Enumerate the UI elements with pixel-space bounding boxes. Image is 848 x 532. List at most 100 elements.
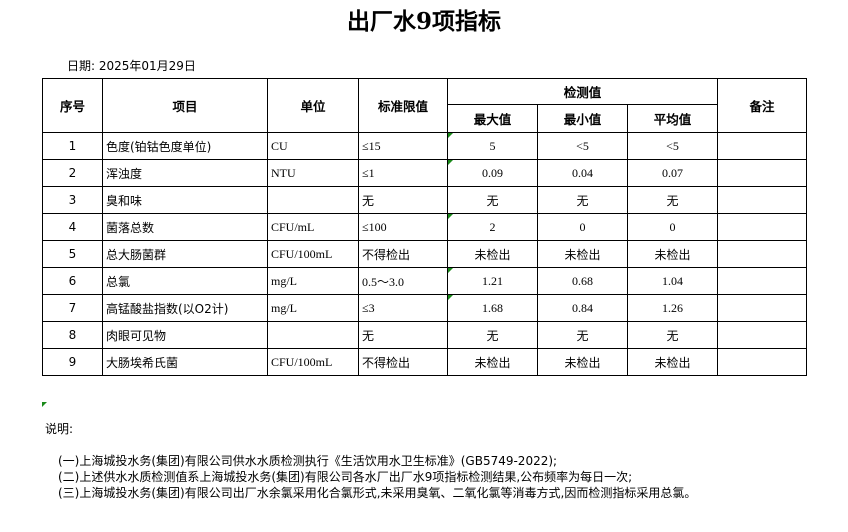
cell-remark — [717, 186, 807, 214]
table-row: 5 总大肠菌群 CFU/100mL 不得检出 未检出 未检出 未检出 — [42, 240, 807, 268]
cell-remark — [717, 240, 807, 268]
cell-min: 0.04 — [537, 159, 628, 187]
cell-item: 总氯 — [102, 267, 268, 295]
cell-unit: CFU/100mL — [267, 348, 359, 376]
cell-max: 1.68 — [447, 294, 538, 322]
cell-remark — [717, 294, 807, 322]
cell-unit: CFU/mL — [267, 213, 359, 241]
cell-avg: 1.04 — [627, 267, 718, 295]
cell-unit: CU — [267, 132, 359, 160]
table-row: 9 大肠埃希氏菌 CFU/100mL 不得检出 未检出 未检出 未检出 — [42, 348, 807, 376]
comment-marker-icon — [448, 133, 453, 138]
comment-marker-icon — [448, 214, 453, 219]
cell-limit: 0.5～3.0 — [358, 267, 448, 295]
cell-no: 5 — [42, 240, 103, 268]
cell-unit: mg/L — [267, 267, 359, 295]
header-unit: 单位 — [267, 78, 359, 133]
table-row: 7 高锰酸盐指数(以O2计) mg/L ≤3 1.68 0.84 1.26 — [42, 294, 807, 322]
cell-item: 菌落总数 — [102, 213, 268, 241]
notes-label: 说明: — [45, 422, 74, 436]
header-item: 项目 — [102, 78, 268, 133]
note-2: (二)上述供水水质检测值系上海城投水务(集团)有限公司各水厂出厂水9项指标检测结… — [58, 470, 633, 484]
cell-item: 色度(铂钴色度单位) — [102, 132, 268, 160]
header-min: 最小值 — [537, 104, 628, 133]
cell-unit: NTU — [267, 159, 359, 187]
comment-marker-icon — [448, 268, 453, 273]
cell-limit: 不得检出 — [358, 240, 448, 268]
cell-no: 2 — [42, 159, 103, 187]
cell-max: 无 — [447, 186, 538, 214]
cell-no: 6 — [42, 267, 103, 295]
cell-avg: 0.07 — [627, 159, 718, 187]
cell-avg: 1.26 — [627, 294, 718, 322]
cell-min: 无 — [537, 321, 628, 349]
cell-avg: 无 — [627, 186, 718, 214]
cell-no: 1 — [42, 132, 103, 160]
cell-unit — [267, 186, 359, 214]
cell-max: 1.21 — [447, 267, 538, 295]
cell-remark — [717, 267, 807, 295]
cell-item: 大肠埃希氏菌 — [102, 348, 268, 376]
cell-remark — [717, 159, 807, 187]
cell-limit: 无 — [358, 321, 448, 349]
cell-no: 3 — [42, 186, 103, 214]
cell-avg: 0 — [627, 213, 718, 241]
cell-max: 5 — [447, 132, 538, 160]
cell-max: 0.09 — [447, 159, 538, 187]
cell-avg: 未检出 — [627, 240, 718, 268]
header-avg: 平均值 — [627, 104, 718, 133]
table-row: 3 臭和味无无无无 — [42, 186, 807, 214]
cell-max: 2 — [447, 213, 538, 241]
cell-unit: mg/L — [267, 294, 359, 322]
cell-item: 臭和味 — [102, 186, 268, 214]
cell-min: 0 — [537, 213, 628, 241]
table-row: 1 色度(铂钴色度单位) CU ≤15 5 <5 <5 — [42, 132, 807, 160]
comment-marker-icon — [448, 295, 453, 300]
table-row: 4 菌落总数 CFU/mL ≤100 2 0 0 — [42, 213, 807, 241]
cell-limit: 不得检出 — [358, 348, 448, 376]
cell-avg: 无 — [627, 321, 718, 349]
cell-no: 9 — [42, 348, 103, 376]
table-row: 2 浑浊度 NTU ≤1 0.09 0.04 0.07 — [42, 159, 807, 187]
cell-no: 7 — [42, 294, 103, 322]
cell-avg: <5 — [627, 132, 718, 160]
header-no: 序号 — [42, 78, 103, 133]
report-date: 日期: 2025年01月29日 — [67, 59, 196, 73]
header-max: 最大值 — [447, 104, 538, 133]
comment-marker-icon — [448, 160, 453, 165]
cell-min: <5 — [537, 132, 628, 160]
cell-max: 无 — [447, 321, 538, 349]
cell-avg: 未检出 — [627, 348, 718, 376]
cell-min: 无 — [537, 186, 628, 214]
cell-limit: ≤15 — [358, 132, 448, 160]
table-row: 6 总氯 mg/L 0.5～3.0 1.21 0.68 1.04 — [42, 267, 807, 295]
cell-remark — [717, 321, 807, 349]
cell-remark — [717, 132, 807, 160]
note-1: (一)上海城投水务(集团)有限公司供水水质检测执行《生活饮用水卫生标准》(GB5… — [58, 454, 558, 468]
table-row: 8 肉眼可见物无无无无 — [42, 321, 807, 349]
note-3: (三)上海城投水务(集团)有限公司出厂水余氯采用化合氯形式,未采用臭氧、二氧化氯… — [58, 486, 697, 500]
cell-min: 未检出 — [537, 348, 628, 376]
cell-no: 8 — [42, 321, 103, 349]
header-remark: 备注 — [717, 78, 807, 133]
cell-limit: ≤3 — [358, 294, 448, 322]
page-title: 出厂水9项指标 — [346, 8, 501, 35]
cell-limit: ≤100 — [358, 213, 448, 241]
cell-unit — [267, 321, 359, 349]
cell-remark — [717, 213, 807, 241]
cell-limit: 无 — [358, 186, 448, 214]
cell-min: 0.68 — [537, 267, 628, 295]
cell-item: 高锰酸盐指数(以O2计) — [102, 294, 268, 322]
cell-item: 肉眼可见物 — [102, 321, 268, 349]
cell-item: 浑浊度 — [102, 159, 268, 187]
cell-min: 0.84 — [537, 294, 628, 322]
cell-min: 未检出 — [537, 240, 628, 268]
cell-max: 未检出 — [447, 240, 538, 268]
header-limit: 标准限值 — [358, 78, 448, 133]
water-quality-table: 序号 项目 单位 标准限值 检测值 备注 最大值 最小值 平均值 1 色度(铂钴色… — [42, 77, 807, 376]
header-measured: 检测值 — [447, 77, 718, 106]
cell-unit: CFU/100mL — [267, 240, 359, 268]
comment-marker-icon — [42, 402, 47, 407]
cell-remark — [717, 348, 807, 376]
cell-max: 未检出 — [447, 348, 538, 376]
